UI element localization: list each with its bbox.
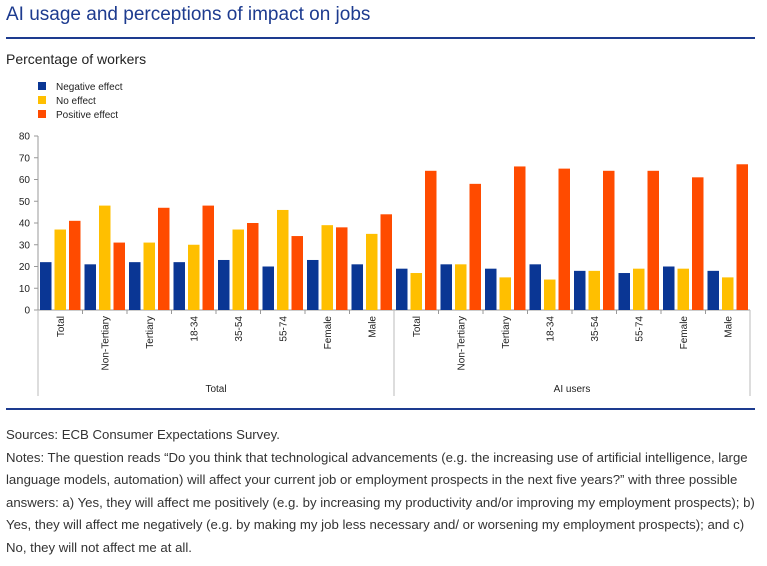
bar-ai-users-55-74-positive-effect [647,170,659,310]
category-label: Female [323,316,334,350]
bar-total-female-positive-effect [336,227,348,310]
y-tick-label: 40 [19,219,31,230]
bar-ai-users-total-no-effect [410,273,422,310]
y-tick-label: 70 [19,153,31,164]
bar-total-tertiary-no-effect [143,242,155,310]
bar-ai-users-male-no-effect [722,277,734,310]
bar-total-non-tertiary-no-effect [99,205,111,310]
y-tick-label: 60 [19,175,31,186]
legend-label-0: Negative effect [56,82,123,93]
bar-ai-users-non-tertiary-no-effect [455,264,467,310]
legend-swatch-0 [38,82,46,90]
bar-ai-users-total-positive-effect [425,170,437,310]
bar-ai-users-female-no-effect [677,268,689,310]
bar-ai-users-35-54-negative-effect [574,270,586,310]
bar-total-total-positive-effect [69,220,81,310]
chart-subtitle: Percentage of workers [6,51,147,67]
bar-ai-users-male-negative-effect [707,270,719,310]
category-label: 55-74 [278,316,289,342]
bar-total-female-no-effect [321,225,333,310]
category-label: Male [723,316,734,338]
bar-ai-users-female-positive-effect [692,177,704,310]
bar-ai-users-non-tertiary-negative-effect [440,264,452,310]
bar-ai-users-tertiary-positive-effect [514,166,526,310]
category-label: Tertiary [501,316,512,349]
category-label: Non-Tertiary [456,316,467,370]
bar-ai-users-35-54-positive-effect [603,170,615,310]
chart-title: AI usage and perceptions of impact on jo… [6,4,371,25]
bar-total-male-positive-effect [380,214,392,310]
bar-total-55-74-no-effect [277,209,289,310]
chart-footer: Sources: ECB Consumer Expectations Surve… [6,424,761,559]
bar-ai-users-55-74-negative-effect [618,273,630,310]
group-label: AI users [554,384,591,395]
bar-total-non-tertiary-positive-effect [113,242,125,310]
bar-total-female-negative-effect [307,259,319,310]
y-tick-label: 80 [19,132,31,143]
bar-total-total-negative-effect [40,262,52,310]
bar-total-55-74-negative-effect [262,266,274,310]
y-tick-label: 10 [19,284,31,295]
bar-total-male-no-effect [366,233,378,310]
bar-total-tertiary-positive-effect [158,207,170,310]
bar-ai-users-total-negative-effect [396,268,408,310]
y-tick-label: 0 [24,306,30,317]
bar-total-35-54-negative-effect [218,259,230,310]
y-tick-label: 30 [19,240,31,251]
bar-ai-users-tertiary-no-effect [499,277,511,310]
footer-divider [6,408,755,410]
bar-total-35-54-positive-effect [247,223,259,310]
notes-text: Notes: The question reads “Do you think … [6,449,755,555]
y-tick-label: 20 [19,262,31,273]
bar-total-non-tertiary-negative-effect [84,264,96,310]
bar-ai-users-tertiary-negative-effect [485,268,497,310]
category-label: 55-74 [634,316,645,342]
bar-ai-users-55-74-no-effect [633,268,645,310]
bar-ai-users-male-positive-effect [736,164,748,310]
category-label: 18-34 [545,316,556,342]
bar-ai-users-18-34-no-effect [544,279,556,310]
bar-chart: Negative effect No effect Positive effect 0… [19,82,751,396]
bar-total-55-74-positive-effect [291,236,303,310]
category-label: Tertiary [145,316,156,349]
category-label: Male [367,316,378,338]
bar-total-18-34-no-effect [188,244,200,310]
bar-ai-users-18-34-negative-effect [529,264,541,310]
bar-total-35-54-no-effect [232,229,244,310]
bar-total-18-34-negative-effect [173,262,185,310]
legend-swatch-2 [38,110,46,118]
category-label: Female [679,316,690,350]
bar-ai-users-35-54-no-effect [588,270,600,310]
bar-ai-users-female-negative-effect [663,266,675,310]
category-label: Total [412,316,423,337]
title-divider [6,37,755,39]
bar-ai-users-non-tertiary-positive-effect [469,183,481,310]
category-label: 18-34 [189,316,200,342]
category-label: Non-Tertiary [100,316,111,370]
group-label: Total [205,384,226,395]
category-label: Total [56,316,67,337]
bar-total-tertiary-negative-effect [129,262,141,310]
bar-total-total-no-effect [54,229,66,310]
category-label: 35-54 [234,316,245,342]
y-tick-label: 50 [19,197,31,208]
bar-total-male-negative-effect [351,264,363,310]
bar-total-18-34-positive-effect [202,205,214,310]
bar-ai-users-18-34-positive-effect [558,168,570,310]
category-label: 35-54 [590,316,601,342]
legend-label-1: No effect [56,96,96,107]
legend-swatch-1 [38,96,46,104]
sources-text: Sources: ECB Consumer Expectations Surve… [6,427,280,442]
legend-label-2: Positive effect [56,110,118,121]
